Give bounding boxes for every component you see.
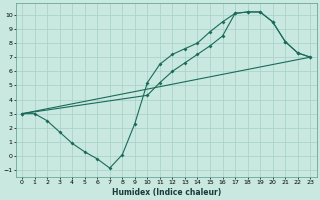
X-axis label: Humidex (Indice chaleur): Humidex (Indice chaleur) [112,188,221,197]
